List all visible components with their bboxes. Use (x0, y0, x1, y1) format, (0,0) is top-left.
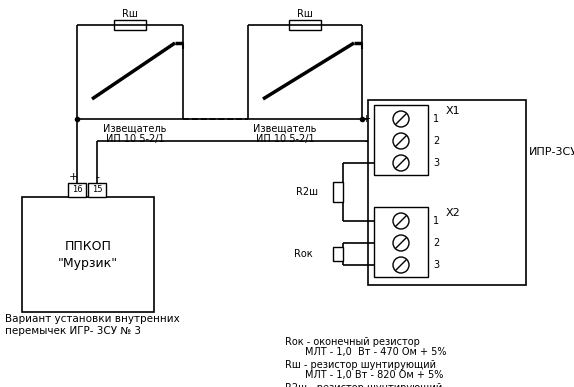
Text: +: + (68, 172, 77, 182)
Bar (114, 20, 146, 30)
Text: Rш: Rш (122, 9, 138, 19)
Text: Х2: Х2 (446, 208, 461, 218)
Text: -: - (364, 136, 368, 146)
Text: Rок: Rок (294, 249, 313, 259)
Bar (374, 105, 428, 175)
Text: перемычек ИГР- 3СУ № 3: перемычек ИГР- 3СУ № 3 (5, 326, 141, 336)
Text: МЛТ - 1,0 Вт - 820 Ом + 5%: МЛТ - 1,0 Вт - 820 Ом + 5% (305, 370, 443, 380)
Bar (88, 183, 106, 197)
Bar (368, 100, 526, 285)
Bar (22, 197, 154, 312)
Bar (374, 207, 428, 277)
Text: 1: 1 (433, 114, 439, 124)
Text: ИПР-3СУ: ИПР-3СУ (529, 147, 574, 157)
Text: ИП 10 5-2/1: ИП 10 5-2/1 (255, 134, 315, 144)
Text: ИП 10 5-2/1: ИП 10 5-2/1 (106, 134, 164, 144)
Text: Вариант установки внутренних: Вариант установки внутренних (5, 314, 180, 324)
Text: 1: 1 (433, 216, 439, 226)
Text: Rш - резистор шунтирующий: Rш - резистор шунтирующий (285, 360, 436, 370)
Text: +: + (361, 114, 371, 124)
Text: 3: 3 (433, 158, 439, 168)
Bar (68, 183, 86, 197)
Text: 2: 2 (433, 238, 439, 248)
Text: 15: 15 (92, 185, 102, 195)
Text: Rок - оконечный резистор: Rок - оконечный резистор (285, 337, 420, 347)
Text: Извещатель: Извещатель (103, 124, 166, 134)
Text: -: - (95, 172, 99, 182)
Text: МЛТ - 1,0  Вт - 470 Ом + 5%: МЛТ - 1,0 Вт - 470 Ом + 5% (305, 347, 447, 357)
Text: ППКОП: ППКОП (64, 240, 111, 253)
Text: R2ш - резистор шунтирующий: R2ш - резистор шунтирующий (285, 383, 442, 387)
Text: Извещатель: Извещатель (253, 124, 317, 134)
Text: "Мурзик": "Мурзик" (58, 257, 118, 270)
Text: R2ш: R2ш (296, 187, 318, 197)
Text: 3: 3 (433, 260, 439, 270)
Text: Rш: Rш (297, 9, 313, 19)
Bar (333, 182, 343, 202)
Bar (333, 247, 343, 261)
Text: 2: 2 (433, 136, 439, 146)
Text: 16: 16 (72, 185, 82, 195)
Bar (289, 20, 321, 30)
Text: Х1: Х1 (446, 106, 460, 116)
